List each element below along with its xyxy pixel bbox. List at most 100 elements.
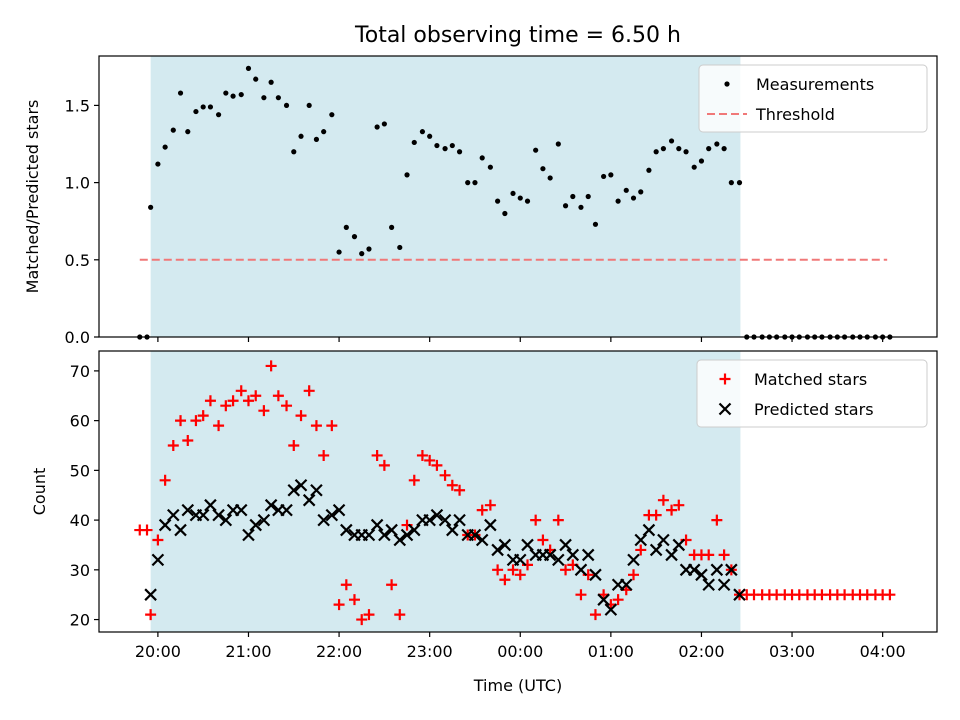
measurement-point [691,164,697,170]
matched-star-point [439,469,451,481]
measurement-point [343,224,349,230]
predicted-star-point [325,508,339,522]
legend-matched-marker [719,373,731,385]
matched-star-point [612,594,624,606]
matched-star-point [348,594,360,606]
y-tick-label: 0.5 [65,251,90,270]
matched-star-point [657,494,669,506]
predicted-star-point [513,553,527,567]
measurement-point [562,203,569,209]
predicted-star-point [710,563,724,577]
matched-star-point [152,534,164,546]
measurement-point [193,108,199,115]
y-tick-label: 20 [70,611,90,630]
measurement-point [547,175,553,181]
matched-star-point [182,435,194,447]
matched-star-point [575,589,587,601]
predicted-star-point [521,538,534,552]
measurement-point [223,90,229,96]
measurement-point [660,146,667,152]
matched-star-point [530,514,542,526]
measurement-point [578,204,584,210]
predicted-star-point [212,508,225,522]
predicted-star-point [264,498,278,512]
x-tick-label: 02:00 [678,642,724,661]
predicted-star-point [234,503,248,517]
measurement-point [608,172,614,178]
measurement-point [170,127,176,133]
y-tick-label: 70 [70,362,90,381]
matched-star-point [167,439,179,451]
predicted-star-point [543,548,557,562]
measurement-point [714,141,720,147]
matched-star-point [175,415,187,427]
matched-star-point [703,549,715,561]
measurement-point [615,198,621,204]
matched-star-point [673,499,685,511]
predicted-star-point [204,498,217,512]
matched-star-point [363,609,375,621]
measurement-point [366,246,372,252]
matched-star-point [492,564,504,576]
measurement-point [585,193,591,200]
measurement-point [238,91,244,98]
predicted-star-point [634,533,648,547]
measurement-point [261,95,267,101]
measurement-point [646,167,652,173]
predicted-star-point [717,578,731,592]
x-tick-label: 03:00 [769,642,815,661]
predicted-star-point [581,548,595,562]
matched-star-point [628,569,640,581]
matched-star-point [159,474,171,486]
matched-star-point [318,449,330,461]
measurement-point [200,104,206,110]
matched-star-point [235,385,247,397]
measurement-point [155,161,161,167]
predicted-star-point [672,538,686,552]
predicted-star-point [559,538,572,552]
matched-star-point [197,410,209,422]
predicted-star-point [287,483,301,497]
y-tick-label: 60 [70,412,90,431]
measurement-point [321,129,327,135]
legend-label: Matched stars [754,370,867,389]
matched-star-point [356,614,368,626]
measurement-point [397,244,403,251]
predicted-star-point [642,523,656,537]
predicted-star-point [430,508,444,522]
measurement-point [245,65,252,71]
legend: Measurements Threshold [698,64,928,133]
predicted-star-point [144,588,157,601]
predicted-star-point [257,513,271,527]
measurement-point [570,193,576,200]
predicted-star-point [385,523,398,537]
matched-star-point [250,390,262,402]
measurement-point [329,112,335,118]
predicted-star-point [174,523,187,537]
measurement-point [351,234,358,240]
y-tick-label: 1.5 [65,96,90,115]
y-tick-label: 40 [70,511,90,530]
predicted-star-point [280,503,293,517]
predicted-star-point [604,603,618,616]
predicted-star-point [340,523,353,537]
measurement-point [275,95,281,101]
predicted-star-point [619,578,633,592]
matched-star-point [650,509,662,521]
measurement-point [736,180,743,186]
matched-star-point [507,564,519,576]
measurement-point [517,195,523,201]
matched-star-point [514,569,526,581]
matched-star-point [378,459,390,471]
measurement-point [555,141,561,147]
x-axis-label: Time (UTC) [473,676,562,695]
predicted-star-point [446,523,459,537]
measurement-point [487,164,493,170]
measurement-point [336,249,342,255]
predicted-star-point [407,523,421,537]
matched-star-point [446,479,458,491]
predicted-star-point [484,518,497,532]
predicted-star-point [242,528,255,542]
x-tick-label: 20:00 [135,642,181,661]
predicted-star-point [438,513,452,527]
